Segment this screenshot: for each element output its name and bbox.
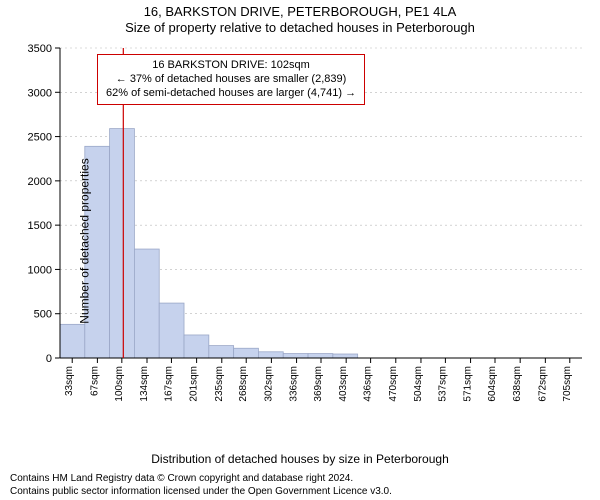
footer-credits: Contains HM Land Registry data © Crown c… bbox=[10, 473, 392, 498]
svg-text:167sqm: 167sqm bbox=[163, 366, 174, 402]
svg-text:2500: 2500 bbox=[28, 132, 52, 144]
svg-text:369sqm: 369sqm bbox=[313, 366, 324, 402]
svg-text:2000: 2000 bbox=[28, 176, 52, 188]
page-title-address: 16, BARKSTON DRIVE, PETERBOROUGH, PE1 4L… bbox=[0, 0, 600, 20]
svg-text:403sqm: 403sqm bbox=[338, 366, 349, 402]
svg-text:33sqm: 33sqm bbox=[64, 366, 75, 396]
svg-text:336sqm: 336sqm bbox=[289, 366, 300, 402]
svg-text:3500: 3500 bbox=[28, 43, 52, 55]
svg-text:571sqm: 571sqm bbox=[463, 366, 474, 402]
callout-line-1: 16 BARKSTON DRIVE: 102sqm bbox=[106, 59, 356, 73]
svg-text:201sqm: 201sqm bbox=[189, 366, 200, 402]
svg-text:638sqm: 638sqm bbox=[512, 366, 523, 402]
page-subtitle: Size of property relative to detached ho… bbox=[0, 20, 600, 38]
svg-text:504sqm: 504sqm bbox=[413, 366, 424, 402]
svg-text:100sqm: 100sqm bbox=[114, 366, 125, 402]
svg-text:67sqm: 67sqm bbox=[89, 366, 100, 396]
x-axis-label: Distribution of detached houses by size … bbox=[0, 452, 600, 466]
svg-text:500: 500 bbox=[34, 309, 52, 321]
y-axis-label: Number of detached properties bbox=[78, 158, 92, 323]
callout-line-2: ← 37% of detached houses are smaller (2,… bbox=[106, 73, 356, 87]
callout-box: 16 BARKSTON DRIVE: 102sqm ← 37% of detac… bbox=[97, 54, 365, 105]
footer-line-2: Contains public sector information licen… bbox=[10, 486, 392, 499]
svg-text:0: 0 bbox=[46, 353, 52, 365]
svg-text:436sqm: 436sqm bbox=[363, 366, 374, 402]
footer-line-1: Contains HM Land Registry data © Crown c… bbox=[10, 473, 392, 486]
svg-text:268sqm: 268sqm bbox=[238, 366, 249, 402]
svg-text:1000: 1000 bbox=[28, 264, 52, 276]
svg-text:302sqm: 302sqm bbox=[263, 366, 274, 402]
svg-text:235sqm: 235sqm bbox=[214, 366, 225, 402]
svg-text:705sqm: 705sqm bbox=[562, 366, 573, 402]
chart-frame: 16, BARKSTON DRIVE, PETERBOROUGH, PE1 4L… bbox=[0, 0, 600, 500]
svg-text:3000: 3000 bbox=[28, 87, 52, 99]
svg-text:604sqm: 604sqm bbox=[487, 366, 498, 402]
svg-text:134sqm: 134sqm bbox=[139, 366, 150, 402]
callout-line-3: 62% of semi-detached houses are larger (… bbox=[106, 87, 356, 101]
svg-text:672sqm: 672sqm bbox=[537, 366, 548, 402]
svg-text:1500: 1500 bbox=[28, 220, 52, 232]
svg-text:537sqm: 537sqm bbox=[437, 366, 448, 402]
svg-text:470sqm: 470sqm bbox=[388, 366, 399, 402]
